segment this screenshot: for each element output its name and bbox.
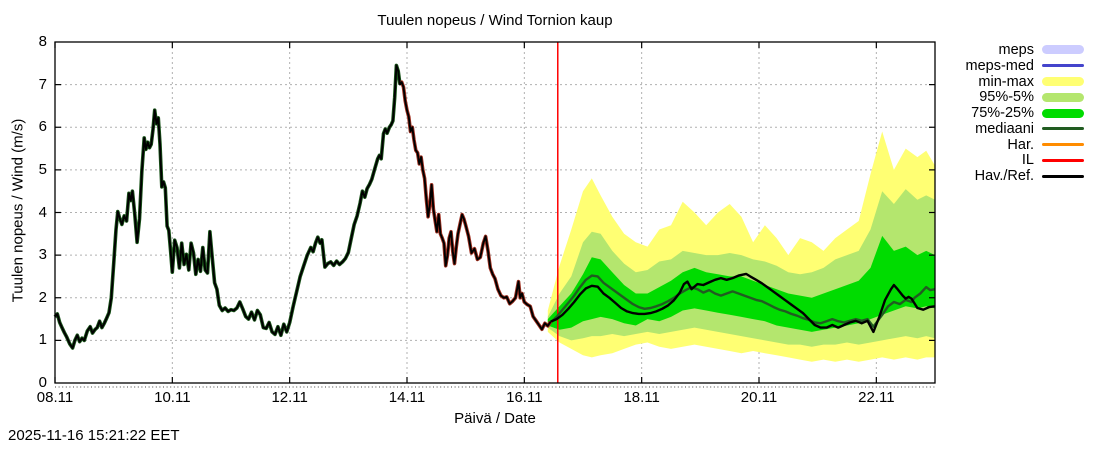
legend-label: Har. — [1007, 136, 1034, 153]
legend-item-il: IL — [966, 152, 1084, 169]
legend-item-meps: meps — [966, 41, 1084, 58]
legend: meps meps-med min-max 95%-5% 75%-25% mediaani… — [965, 41, 1084, 185]
legend-item-min-max: min-max — [966, 73, 1084, 90]
observation-line — [54, 64, 552, 349]
chart-title: Tuulen nopeus / Wind Tornion kaup — [377, 12, 613, 29]
y-tick-label: 5 — [38, 160, 47, 178]
median-history-halo — [53, 63, 402, 350]
legend-label: IL — [1021, 152, 1034, 169]
y-tick-label: 0 — [38, 374, 47, 391]
y-tick-label: 7 — [38, 75, 47, 93]
legend-item-har: Har. — [966, 136, 1084, 153]
legend-label: meps-med — [965, 57, 1035, 74]
legend-item-95-5: 95%-5% — [966, 89, 1084, 106]
legend-label: min-max — [978, 73, 1034, 90]
x-tick-label: 12.11 — [271, 389, 308, 406]
legend-label: 75%-25% — [971, 105, 1034, 122]
y-tick-label: 4 — [38, 203, 47, 221]
median-forecast-line — [549, 274, 936, 328]
reference-forecast-line — [550, 272, 936, 334]
y-tick-label: 8 — [38, 33, 47, 50]
x-tick-label: 08.11 — [36, 389, 74, 406]
il-history-halo — [398, 80, 553, 332]
x-tick-label: 16.11 — [506, 389, 543, 406]
legend-swatch-band — [1042, 45, 1084, 55]
legend-swatch-line — [1042, 174, 1084, 178]
generated-timestamp: 2025-11-16 15:21:22 EET — [8, 427, 180, 444]
y-tick-label: 3 — [38, 246, 47, 264]
legend-label: meps — [998, 41, 1034, 58]
legend-label: 95%-5% — [979, 89, 1034, 106]
legend-item-hav-ref: Hav./Ref. — [966, 168, 1084, 185]
legend-swatch-line — [1042, 64, 1084, 68]
legend-swatch-line — [1042, 158, 1084, 162]
y-tick-label: 6 — [38, 118, 47, 136]
x-tick-label: 14.11 — [388, 389, 426, 406]
y-tick-label: 1 — [38, 331, 47, 349]
x-tick-label: 20.11 — [740, 389, 778, 406]
x-axis-title: Päivä / Date — [454, 410, 536, 427]
x-tick-label: 22.11 — [858, 389, 895, 406]
x-tick-label: 18.11 — [623, 389, 660, 406]
legend-swatch-line — [1042, 127, 1084, 131]
legend-label: mediaani — [975, 120, 1034, 137]
legend-label: Hav./Ref. — [974, 168, 1034, 185]
legend-swatch-band — [1042, 92, 1084, 102]
legend-item-75-25: 75%-25% — [966, 105, 1084, 122]
legend-swatch-band — [1042, 108, 1084, 118]
legend-item-mediaani: mediaani — [966, 120, 1084, 137]
x-tick-label: 10.11 — [154, 389, 191, 406]
y-tick-label: 2 — [38, 288, 47, 306]
legend-item-meps-med: meps-med — [965, 57, 1084, 74]
legend-swatch-line — [1042, 143, 1084, 147]
legend-swatch-band — [1042, 76, 1084, 86]
